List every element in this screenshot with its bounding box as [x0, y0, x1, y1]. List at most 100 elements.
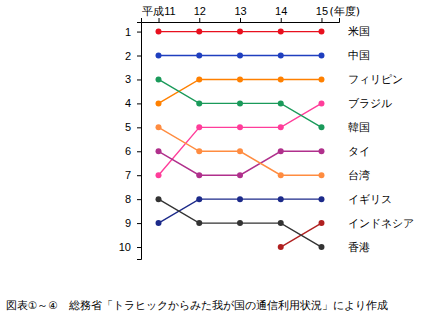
series-label: 台湾: [348, 169, 370, 182]
y-tick: 4: [125, 97, 141, 109]
y-tick: 2: [125, 50, 141, 62]
y-tick-mark: [137, 56, 141, 57]
x-tick: 平成11: [142, 5, 175, 22]
point: [196, 53, 202, 59]
series-label: フィリピン: [348, 73, 403, 86]
point: [237, 148, 243, 154]
point: [196, 148, 202, 154]
x-tick-mark: [240, 18, 241, 22]
x-tick-label: 13: [234, 5, 246, 17]
y-tick: 10: [119, 241, 141, 253]
y-tick-label: 5: [125, 121, 131, 133]
point: [318, 29, 324, 35]
x-axis-title: (年度): [329, 5, 360, 18]
point: [196, 196, 202, 202]
series-labels: 米国中国フィリピンブラジル韓国タイ台湾イギリスインドネシア香港: [348, 25, 414, 253]
point: [196, 124, 202, 130]
point: [196, 100, 202, 106]
series-label: 中国: [348, 49, 370, 62]
point: [196, 172, 202, 178]
point: [237, 124, 243, 130]
point: [237, 196, 243, 202]
point: [278, 220, 284, 226]
y-tick-label: 2: [125, 50, 131, 62]
caption: 図表①～④ 総務省「トラヒックからみた我が国の通信利用状況」により作成: [6, 299, 388, 311]
point: [318, 76, 324, 82]
point: [156, 220, 162, 226]
point: [237, 29, 243, 35]
y-tick-mark: [137, 175, 141, 176]
y-tick-label: 8: [125, 193, 131, 205]
y-tick-label: 3: [125, 73, 131, 85]
y-tick-mark: [137, 247, 141, 248]
y-tick: 5: [125, 121, 141, 133]
point: [237, 76, 243, 82]
x-axis-line: [142, 18, 340, 23]
y-tick: 7: [125, 169, 141, 181]
y-tick-mark: [137, 103, 141, 104]
point: [278, 196, 284, 202]
y-tick: 6: [125, 145, 141, 157]
y-tick-mark: [137, 199, 141, 200]
point: [318, 196, 324, 202]
y-tick-label: 1: [125, 26, 131, 38]
series-line: [159, 199, 322, 223]
series-label: イギリス: [348, 193, 392, 206]
series-label: 米国: [348, 25, 370, 38]
y-tick-mark: [137, 127, 141, 128]
x-axis: 平成11 12 13 14 15: [142, 5, 340, 23]
point: [318, 124, 324, 130]
y-tick-label: 4: [125, 97, 131, 109]
point: [237, 172, 243, 178]
y-tick-mark: [137, 79, 141, 80]
point: [156, 76, 162, 82]
point: [318, 53, 324, 59]
series-label: 香港: [348, 241, 370, 254]
point: [278, 100, 284, 106]
point: [196, 29, 202, 35]
y-tick-label: 10: [119, 241, 131, 253]
point: [318, 220, 324, 226]
x-tick-mark: [199, 18, 200, 22]
series-line: [159, 103, 322, 175]
x-tick-mark: [281, 18, 282, 22]
point: [196, 76, 202, 82]
point: [156, 29, 162, 35]
x-tick: 14: [275, 5, 287, 22]
x-tick-label: 12: [194, 5, 206, 17]
point: [318, 244, 324, 250]
series-line: [159, 79, 322, 127]
x-tick-mark: [159, 18, 160, 22]
point: [278, 148, 284, 154]
x-tick-label: 平成11: [142, 5, 175, 17]
point: [156, 172, 162, 178]
point: [156, 196, 162, 202]
point: [237, 220, 243, 226]
point: [156, 53, 162, 59]
y-tick-mark: [137, 223, 141, 224]
series-label: ブラジル: [348, 97, 392, 110]
series-line: [159, 151, 322, 175]
point: [196, 220, 202, 226]
y-tick-label: 9: [125, 217, 131, 229]
x-tick-label: 15: [316, 5, 328, 17]
y-tick: 1: [125, 26, 141, 38]
chart: 平成1112131415(年度)12345678910米国中国フィリピンブラジル…: [0, 0, 430, 323]
x-tick: 13: [234, 5, 246, 22]
point: [278, 244, 284, 250]
y-tick-mark: [137, 151, 141, 152]
point: [278, 29, 284, 35]
y-axis: 1 2 3 4 5 6 7 8 9 10: [119, 23, 142, 260]
point: [318, 172, 324, 178]
point: [318, 100, 324, 106]
point: [278, 76, 284, 82]
series-label: インドネシア: [348, 217, 414, 230]
y-tick: 3: [125, 73, 141, 85]
series-label: タイ: [348, 145, 370, 158]
y-axis-line: [137, 23, 142, 260]
point: [318, 148, 324, 154]
point: [278, 172, 284, 178]
point: [278, 124, 284, 130]
y-tick: 9: [125, 217, 141, 229]
x-tick: 15: [316, 5, 328, 22]
